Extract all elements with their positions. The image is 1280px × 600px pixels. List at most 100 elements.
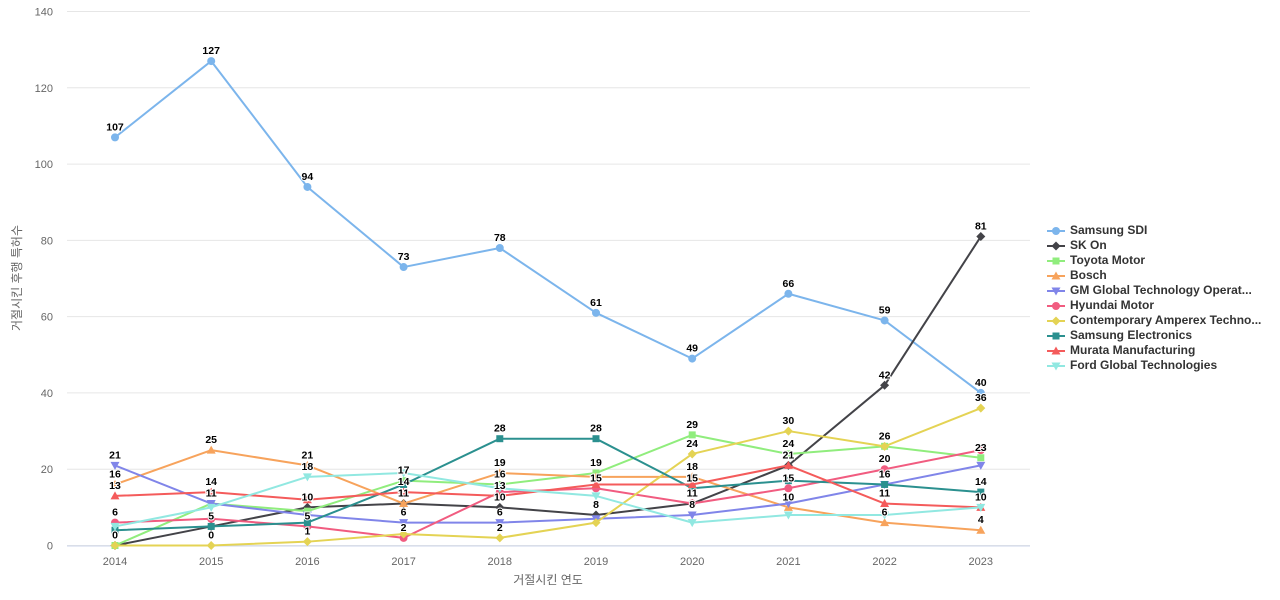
point-catl-2023[interactable] <box>976 403 986 413</box>
point-bosch-2016[interactable] <box>302 460 312 469</box>
data-label-toyota-motor-2021: 24 <box>783 438 795 450</box>
point-sk-on-2022[interactable] <box>880 380 890 390</box>
series-line-samsung-electronics <box>114 437 981 532</box>
point-hyundai-motor-2020[interactable] <box>688 499 697 508</box>
point-toyota-motor-2023[interactable] <box>977 454 985 462</box>
legend-item-samsung-sdi[interactable]: Samsung SDI <box>1047 223 1261 238</box>
point-ford-global-2022[interactable] <box>880 511 890 520</box>
point-murata-2020[interactable] <box>687 479 697 488</box>
point-sk-on-2018[interactable] <box>495 502 505 512</box>
data-labels: 1070162161312751125014941021511873111762… <box>105 44 988 542</box>
legend-item-hyundai-motor[interactable]: Hyundai Motor <box>1047 298 1261 313</box>
point-samsung-sdi-2017[interactable] <box>399 263 408 272</box>
data-label-samsung-sdi-2016: 94 <box>302 171 314 183</box>
point-ford-global-2018[interactable] <box>495 484 505 493</box>
point-murata-2015[interactable] <box>206 487 216 496</box>
point-samsung-sdi-2023[interactable] <box>976 388 985 397</box>
point-catl-2017[interactable] <box>399 529 409 539</box>
point-samsung-electronics-2022[interactable] <box>881 480 889 488</box>
data-label-murata-2015: 14 <box>205 476 217 488</box>
point-samsung-sdi-2015[interactable] <box>207 57 216 66</box>
point-ford-global-2019[interactable] <box>591 492 601 501</box>
y-tick-100: 100 <box>35 159 53 171</box>
point-samsung-electronics-2019[interactable] <box>592 435 600 443</box>
point-murata-2018[interactable] <box>495 491 505 500</box>
legend-label: Murata Manufacturing <box>1070 343 1196 357</box>
point-bosch-2018[interactable] <box>495 468 505 477</box>
legend-item-toyota-motor[interactable]: Toyota Motor <box>1047 253 1261 268</box>
point-catl-2014[interactable] <box>110 541 120 550</box>
point-hyundai-motor-2021[interactable] <box>784 484 793 493</box>
legend-item-sk-on[interactable]: SK On <box>1047 238 1261 253</box>
x-axis-title: 거절시킨 연도 <box>513 573 583 587</box>
point-samsung-sdi-2014[interactable] <box>111 133 119 142</box>
point-gm-global-2018[interactable] <box>495 519 505 528</box>
point-samsung-electronics-2016[interactable] <box>303 519 311 527</box>
point-bosch-2020[interactable] <box>687 472 697 481</box>
legend-label: Contemporary Amperex Techno... <box>1070 313 1262 327</box>
point-catl-2021[interactable] <box>783 426 793 436</box>
legend-item-gm-global[interactable]: GM Global Technology Operat... <box>1047 283 1261 298</box>
point-samsung-sdi-2018[interactable] <box>495 243 504 252</box>
point-catl-2016[interactable] <box>302 537 312 547</box>
point-catl-2015[interactable] <box>206 541 216 550</box>
point-murata-2019[interactable] <box>591 479 601 488</box>
point-gm-global-2017[interactable] <box>399 519 409 528</box>
point-gm-global-2020[interactable] <box>687 511 697 520</box>
point-ford-global-2020[interactable] <box>687 519 697 528</box>
legend-label: Samsung SDI <box>1070 223 1148 237</box>
point-catl-2020[interactable] <box>687 449 697 459</box>
point-murata-2016[interactable] <box>302 495 312 504</box>
point-catl-2019[interactable] <box>591 518 601 528</box>
point-toyota-motor-2021[interactable] <box>784 450 792 458</box>
point-murata-2017[interactable] <box>399 487 409 496</box>
point-gm-global-2016[interactable] <box>302 511 312 520</box>
point-hyundai-motor-2015[interactable] <box>207 514 216 523</box>
data-label-bosch-2014: 16 <box>109 468 121 480</box>
point-ford-global-2014[interactable] <box>110 522 120 531</box>
legend-label: SK On <box>1070 238 1107 252</box>
point-sk-on-2023[interactable] <box>976 232 986 242</box>
point-bosch-2022[interactable] <box>880 518 890 527</box>
point-bosch-2019[interactable] <box>591 472 601 481</box>
data-label-samsung-sdi-2022: 59 <box>879 304 891 316</box>
point-ford-global-2023[interactable] <box>976 503 986 512</box>
point-samsung-sdi-2019[interactable] <box>592 308 600 317</box>
point-ford-global-2015[interactable] <box>206 503 216 512</box>
point-samsung-sdi-2016[interactable] <box>303 182 312 191</box>
point-samsung-sdi-2021[interactable] <box>784 289 793 298</box>
point-toyota-motor-2020[interactable] <box>688 431 696 439</box>
point-samsung-electronics-2018[interactable] <box>496 435 504 443</box>
point-bosch-2023[interactable] <box>976 525 986 534</box>
point-ford-global-2021[interactable] <box>783 511 793 520</box>
point-bosch-2015[interactable] <box>206 445 216 454</box>
legend-item-bosch[interactable]: Bosch <box>1047 268 1261 283</box>
data-label-bosch-2015: 25 <box>205 434 217 446</box>
point-bosch-2017[interactable] <box>399 499 409 508</box>
point-gm-global-2021[interactable] <box>783 500 793 509</box>
point-murata-2021[interactable] <box>783 460 793 469</box>
point-ford-global-2016[interactable] <box>302 473 312 482</box>
point-samsung-sdi-2020[interactable] <box>688 354 697 363</box>
point-catl-2018[interactable] <box>495 533 505 543</box>
point-ford-global-2017[interactable] <box>399 469 409 478</box>
legend-item-catl[interactable]: Contemporary Amperex Techno... <box>1047 313 1261 328</box>
point-samsung-electronics-2023[interactable] <box>977 488 985 496</box>
point-samsung-electronics-2017[interactable] <box>400 480 408 488</box>
point-samsung-electronics-2021[interactable] <box>784 477 792 485</box>
legend-item-ford-global[interactable]: Ford Global Technologies <box>1047 358 1261 373</box>
x-tick-2015: 2015 <box>199 556 223 568</box>
point-samsung-electronics-2015[interactable] <box>207 522 215 530</box>
point-catl-2022[interactable] <box>880 441 890 451</box>
point-samsung-sdi-2022[interactable] <box>880 316 889 325</box>
legend-item-murata[interactable]: Murata Manufacturing <box>1047 343 1261 358</box>
point-gm-global-2023[interactable] <box>976 461 986 470</box>
point-murata-2014[interactable] <box>110 491 120 500</box>
point-hyundai-motor-2023[interactable] <box>976 446 985 455</box>
legend-item-samsung-electronics[interactable]: Samsung Electronics <box>1047 328 1261 343</box>
point-murata-2022[interactable] <box>880 499 890 508</box>
point-hyundai-motor-2022[interactable] <box>880 465 889 474</box>
point-bosch-2014[interactable] <box>110 479 120 488</box>
point-gm-global-2014[interactable] <box>110 461 120 470</box>
